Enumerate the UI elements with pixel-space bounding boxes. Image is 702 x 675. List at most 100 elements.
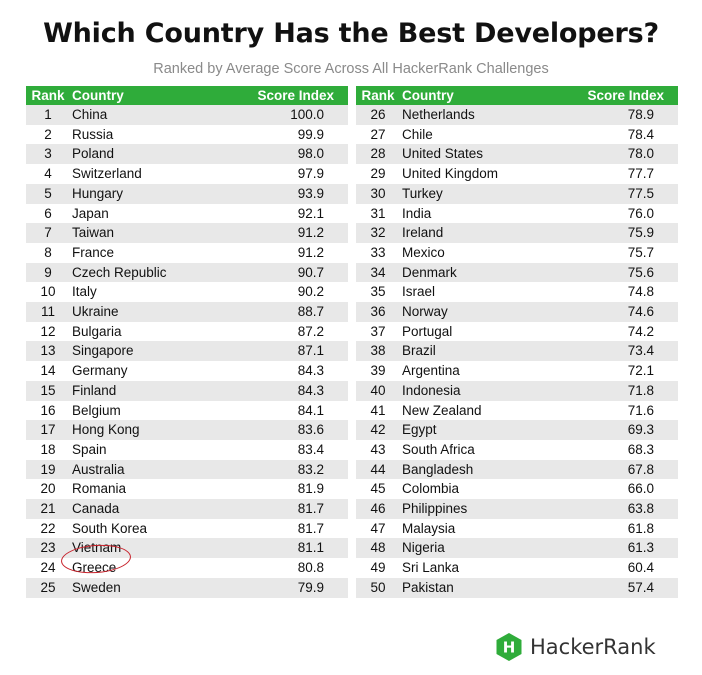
rank-cell: 14	[26, 361, 70, 381]
country-cell: Bulgaria	[70, 321, 232, 342]
table-row: 7 Taiwan 91.2	[26, 223, 348, 243]
rank-cell: 12	[26, 321, 70, 342]
logo-letter: H	[503, 639, 516, 657]
score-cell: 98.0	[232, 144, 348, 165]
country-cell: Greece	[70, 558, 232, 578]
rank-cell: 34	[356, 262, 400, 283]
country-cell: Germany	[70, 361, 232, 381]
score-cell: 63.8	[562, 499, 678, 519]
table-row: 21 Canada 81.7	[26, 499, 348, 519]
score-cell: 87.2	[232, 321, 348, 342]
score-cell: 72.1	[562, 361, 678, 381]
rank-cell: 15	[26, 380, 70, 401]
table-row: 34 Denmark 75.6	[356, 262, 678, 283]
table-row: 33 Mexico 75.7	[356, 242, 678, 263]
table-row: 38 Brazil 73.4	[356, 341, 678, 362]
rank-cell: 11	[26, 302, 70, 322]
table-row: 43 South Africa 68.3	[356, 439, 678, 460]
score-cell: 100.0	[232, 105, 348, 125]
country-cell: Pakistan	[400, 577, 562, 598]
table-row: 45 Colombia 66.0	[356, 479, 678, 500]
table-row: 14 Germany 84.3	[26, 361, 348, 381]
score-cell: 67.8	[562, 459, 678, 480]
score-cell: 77.7	[562, 164, 678, 184]
table-row: 6 Japan 92.1	[26, 203, 348, 224]
country-cell: Hungary	[70, 183, 232, 204]
table-row: 3 Poland 98.0	[26, 144, 348, 165]
country-cell: Czech Republic	[70, 262, 232, 283]
country-cell: Indonesia	[400, 380, 562, 401]
column-header-score: Score Index	[232, 86, 348, 105]
table-row: 47 Malaysia 61.8	[356, 518, 678, 539]
country-cell: Taiwan	[70, 223, 232, 243]
rank-cell: 28	[356, 144, 400, 165]
rank-cell: 10	[26, 282, 70, 303]
table-row: 41 New Zealand 71.6	[356, 400, 678, 421]
table-header-row: Rank Country Score Index	[356, 86, 678, 105]
rank-cell: 32	[356, 223, 400, 243]
score-cell: 73.4	[562, 341, 678, 362]
rank-cell: 17	[26, 420, 70, 440]
country-cell: Brazil	[400, 341, 562, 362]
rank-cell: 48	[356, 538, 400, 559]
score-cell: 84.1	[232, 400, 348, 421]
country-cell: Belgium	[70, 400, 232, 421]
rank-cell: 8	[26, 242, 70, 263]
score-cell: 91.2	[232, 242, 348, 263]
table-row: 11 Ukraine 88.7	[26, 302, 348, 322]
table-row: 2 Russia 99.9	[26, 124, 348, 145]
rank-cell: 25	[26, 577, 70, 598]
table-row: 10 Italy 90.2	[26, 282, 348, 303]
table-row: 29 United Kingdom 77.7	[356, 164, 678, 184]
score-cell: 99.9	[232, 124, 348, 145]
column-header-score: Score Index	[562, 86, 678, 105]
rank-cell: 21	[26, 499, 70, 519]
country-cell: Japan	[70, 203, 232, 224]
score-cell: 84.3	[232, 380, 348, 401]
rank-cell: 6	[26, 203, 70, 224]
rank-cell: 46	[356, 499, 400, 519]
table-row: 8 France 91.2	[26, 242, 348, 263]
country-cell: Ukraine	[70, 302, 232, 322]
score-cell: 61.3	[562, 538, 678, 559]
rank-cell: 39	[356, 361, 400, 381]
rank-cell: 44	[356, 459, 400, 480]
table-row: 31 India 76.0	[356, 203, 678, 224]
score-cell: 79.9	[232, 577, 348, 598]
rank-cell: 1	[26, 105, 70, 125]
rank-cell: 20	[26, 479, 70, 500]
table-row: 18 Spain 83.4	[26, 439, 348, 460]
rank-cell: 26	[356, 105, 400, 125]
score-cell: 81.9	[232, 479, 348, 500]
rank-cell: 50	[356, 577, 400, 598]
score-cell: 77.5	[562, 183, 678, 204]
rank-cell: 16	[26, 400, 70, 421]
table-row: 42 Egypt 69.3	[356, 420, 678, 440]
table-row: 4 Switzerland 97.9	[26, 164, 348, 184]
table-row: 48 Nigeria 61.3	[356, 538, 678, 559]
table-row: 30 Turkey 77.5	[356, 183, 678, 204]
hackerrank-logo-icon: H	[496, 633, 522, 661]
rank-cell: 38	[356, 341, 400, 362]
country-cell: Netherlands	[400, 105, 562, 125]
table-row: 17 Hong Kong 83.6	[26, 420, 348, 440]
score-cell: 88.7	[232, 302, 348, 322]
table-row: 15 Finland 84.3	[26, 380, 348, 401]
country-cell: Singapore	[70, 341, 232, 362]
table-row: 19 Australia 83.2	[26, 459, 348, 480]
country-cell: New Zealand	[400, 400, 562, 421]
country-cell: Colombia	[400, 479, 562, 500]
country-cell: Romania	[70, 479, 232, 500]
score-cell: 93.9	[232, 183, 348, 204]
country-cell: Sweden	[70, 577, 232, 598]
rank-cell: 2	[26, 124, 70, 145]
score-cell: 68.3	[562, 439, 678, 460]
table-row: 37 Portugal 74.2	[356, 321, 678, 342]
rank-cell: 9	[26, 262, 70, 283]
country-cell: Chile	[400, 124, 562, 145]
country-cell: Vietnam	[70, 538, 232, 559]
country-cell: Israel	[400, 282, 562, 303]
ranking-table-left: Rank Country Score Index 1 China 100.0 2 Rus…	[26, 86, 348, 598]
table-row: 5 Hungary 93.9	[26, 183, 348, 204]
column-header-rank: Rank	[26, 86, 70, 105]
